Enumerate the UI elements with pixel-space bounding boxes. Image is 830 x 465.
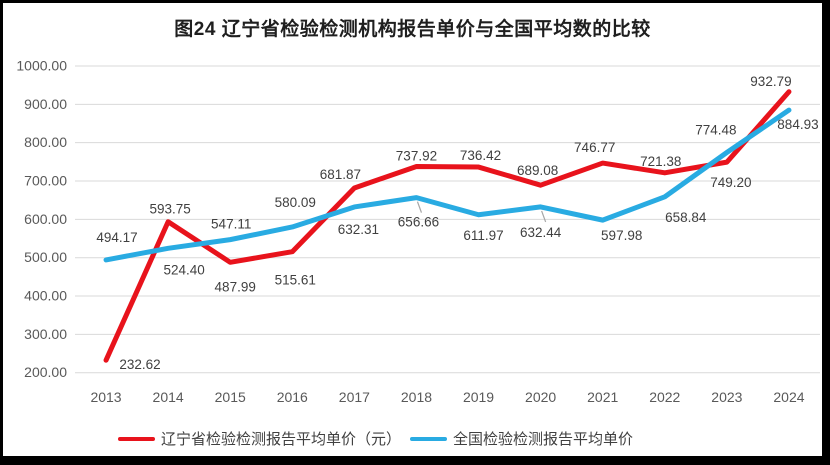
data-label: 524.40 <box>163 262 204 277</box>
y-axis-tick-label: 600.00 <box>24 211 67 227</box>
legend-item-national: 全国检验检测报告平均单价 <box>410 432 633 447</box>
y-axis-tick-label: 800.00 <box>24 134 67 150</box>
data-label: 487.99 <box>215 279 256 294</box>
data-label: 746.77 <box>574 140 615 155</box>
x-axis-tick-label: 2023 <box>711 389 742 405</box>
x-axis-tick-label: 2013 <box>90 389 121 405</box>
y-axis-tick-label: 300.00 <box>24 326 67 342</box>
x-axis-tick-label: 2019 <box>463 389 494 405</box>
x-axis-tick-label: 2016 <box>277 389 308 405</box>
liaoning-line-swatch <box>117 436 155 442</box>
x-axis-tick-label: 2021 <box>587 389 618 405</box>
data-label: 632.31 <box>338 222 379 237</box>
data-label: 721.38 <box>640 154 681 169</box>
x-axis-tick-label: 2018 <box>401 389 432 405</box>
data-label: 658.84 <box>665 210 707 225</box>
data-label: 597.98 <box>601 228 642 243</box>
data-label: 580.09 <box>275 195 316 210</box>
data-label: 494.17 <box>96 230 137 245</box>
data-label: 547.11 <box>211 217 251 232</box>
y-axis-tick-label: 1000.00 <box>16 58 67 74</box>
data-label: 736.42 <box>460 148 501 163</box>
data-label: 632.44 <box>520 225 562 240</box>
y-axis-tick-label: 500.00 <box>24 249 67 265</box>
data-label: 515.61 <box>275 273 316 288</box>
data-label: 593.75 <box>149 202 190 217</box>
y-axis-tick-label: 900.00 <box>24 96 67 112</box>
data-label: 884.93 <box>777 117 818 132</box>
data-label: 749.20 <box>710 175 751 190</box>
data-label: 656.66 <box>398 215 439 230</box>
x-axis-tick-label: 2017 <box>339 389 370 405</box>
data-label: 232.62 <box>119 357 160 372</box>
chart-legend: 辽宁省检验检测报告平均单价（元） 全国检验检测报告平均单价 <box>3 428 822 450</box>
legend-item-liaoning: 辽宁省检验检测报告平均单价（元） <box>117 430 401 448</box>
data-label: 774.48 <box>695 122 736 137</box>
legend-label-national: 全国检验检测报告平均单价 <box>453 430 634 448</box>
data-label: 611.97 <box>463 228 503 243</box>
national-series-line <box>103 107 792 263</box>
label-leader-line <box>416 201 423 213</box>
data-label: 737.92 <box>396 148 437 163</box>
x-axis-tick-label: 2014 <box>153 389 184 405</box>
x-axis-tick-label: 2015 <box>215 389 246 405</box>
data-label: 681.87 <box>320 167 361 182</box>
liaoning-series-line <box>103 89 792 363</box>
legend-label-liaoning: 辽宁省检验检测报告平均单价（元） <box>160 430 401 448</box>
x-axis-tick-label: 2022 <box>649 389 680 405</box>
x-axis-tick-label: 2024 <box>773 389 804 405</box>
chart-title: 图24 辽宁省检验检测机构报告单价与全国平均数的比较 <box>174 19 651 40</box>
y-axis-tick-label: 400.00 <box>24 288 67 304</box>
data-label: 689.08 <box>517 163 558 178</box>
label-leader-line <box>541 210 547 223</box>
y-axis-tick-label: 200.00 <box>24 364 67 380</box>
page-surface <box>3 3 822 456</box>
x-axis-tick-label: 2020 <box>525 389 556 405</box>
national-line-swatch <box>410 436 447 442</box>
y-axis-tick-label: 700.00 <box>24 173 67 189</box>
data-label: 932.79 <box>750 74 791 89</box>
